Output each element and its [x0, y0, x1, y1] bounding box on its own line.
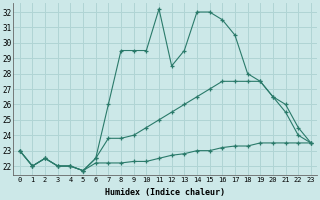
X-axis label: Humidex (Indice chaleur): Humidex (Indice chaleur) [105, 188, 225, 197]
